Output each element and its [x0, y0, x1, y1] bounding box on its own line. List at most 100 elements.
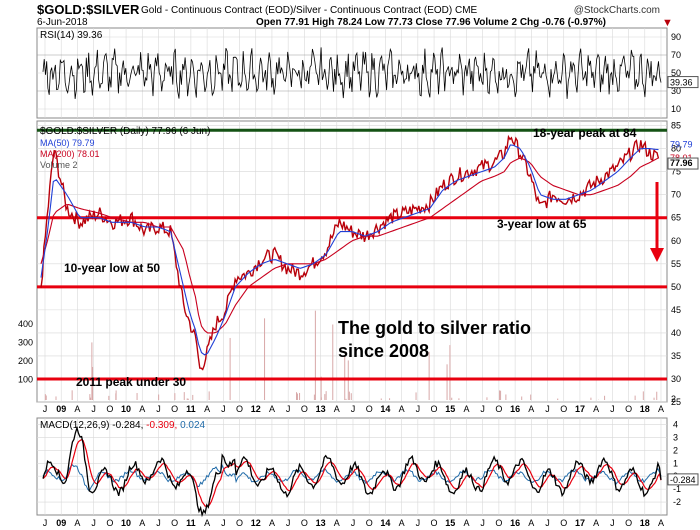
x-tick-label: A — [334, 404, 340, 414]
price-current-label: 79.79 — [670, 140, 693, 150]
price-axis-tick: 30 — [671, 374, 681, 384]
x-tick-label-bottom: J — [221, 518, 226, 528]
price-axis-tick: 75 — [671, 167, 681, 177]
rsi-axis-tick: 50 — [671, 68, 681, 78]
x-tick-label: O — [236, 404, 243, 414]
macd-hist-value: 0.024 — [180, 420, 205, 431]
x-tick-label: J — [545, 404, 550, 414]
x-tick-label-bottom: 10 — [121, 518, 131, 528]
x-tick-label: 18 — [640, 404, 650, 414]
x-tick-label: J — [610, 404, 615, 414]
x-tick-label-bottom: 18 — [640, 518, 650, 528]
x-tick-label-bottom: O — [236, 518, 243, 528]
x-tick-label: 09 — [56, 404, 66, 414]
price-axis-tick: 85 — [671, 121, 681, 131]
x-tick-label-bottom: A — [74, 518, 80, 528]
rsi-line — [42, 47, 662, 99]
chart-date: 6-Jun-2018 — [37, 17, 88, 28]
x-tick-label: O — [366, 404, 373, 414]
annotation-lines — [37, 128, 667, 381]
chart-description: Gold - Continuous Contract (EOD)/Silver … — [141, 5, 478, 16]
macd-signal-line — [42, 438, 662, 507]
x-tick-label-bottom: 12 — [251, 518, 261, 528]
macd-current-box — [667, 473, 699, 486]
macd-axis-tick: 2 — [673, 445, 678, 455]
chart-symbol: $GOLD:$SILVER — [37, 2, 140, 17]
price-axis-tick: 80 — [671, 144, 681, 154]
x-tick-label: J — [286, 404, 291, 414]
legend-volume: Volume 2 — [40, 160, 78, 170]
x-tick-label-bottom: O — [495, 518, 502, 528]
x-tick-label-bottom: O — [366, 518, 373, 528]
x-tick-label: J — [221, 404, 226, 414]
volume-axis-tick: 300 — [18, 338, 33, 348]
x-tick-label: A — [139, 404, 145, 414]
macd-axis-tick: 3 — [673, 432, 678, 442]
legend-price: $GOLD:$SILVER (Daily) 77.96 (6 Jun) — [40, 126, 210, 137]
x-tick-label: J — [416, 404, 421, 414]
x-tick-label: J — [480, 404, 485, 414]
x-tick-label: O — [495, 404, 502, 414]
macd-line — [42, 425, 662, 518]
x-tick-label: A — [269, 404, 275, 414]
x-tick-label-bottom: J — [286, 518, 291, 528]
price-axis-tick: 35 — [671, 351, 681, 361]
legend-ma50: MA(50) 79.79 — [40, 138, 95, 148]
price-axis-tick: 70 — [671, 190, 681, 200]
x-tick-label: 15 — [445, 404, 455, 414]
x-tick-label-bottom: O — [625, 518, 632, 528]
rsi-axis-tick: 30 — [671, 86, 681, 96]
price-current-box — [667, 157, 699, 170]
x-tick-label-bottom: A — [334, 518, 340, 528]
x-tick-label: O — [625, 404, 632, 414]
x-tick-label: A — [463, 404, 469, 414]
rsi-axis-tick: 90 — [671, 32, 681, 42]
x-tick-label-bottom: J — [43, 518, 48, 528]
volume-axis-tick: 200 — [18, 356, 33, 366]
down-trend-arrow — [650, 182, 664, 262]
macd-axis-tick: 1 — [673, 458, 678, 468]
x-tick-label: O — [431, 404, 438, 414]
price-axis-bottom-label: 2 — [671, 394, 676, 404]
x-tick-label: 11 — [186, 404, 196, 414]
x-tick-label-bottom: A — [593, 518, 599, 528]
annotation-3yr-low-label: 3-year low at 65 — [497, 217, 587, 231]
x-tick-label: A — [593, 404, 599, 414]
x-tick-label: J — [43, 404, 48, 414]
x-tick-label-bottom: 13 — [316, 518, 326, 528]
x-tick-label-bottom: J — [480, 518, 485, 528]
price-legend: $GOLD:$SILVER (Daily) 77.96 (6 Jun) MA(5… — [40, 126, 210, 170]
x-tick-label: J — [91, 404, 96, 414]
macd-series — [42, 425, 662, 518]
axis-labels: JJ0909AAJJOO1010AAJJOO1111AAJJOO1212AAJJ… — [18, 32, 699, 528]
chart-title-line2: since 2008 — [338, 341, 429, 361]
x-tick-label-bottom: J — [416, 518, 421, 528]
x-tick-label-bottom: A — [269, 518, 275, 528]
volume-bars — [44, 310, 658, 400]
price-axis-tick: 60 — [671, 236, 681, 246]
x-tick-label-bottom: J — [91, 518, 96, 528]
x-tick-label: A — [658, 404, 664, 414]
x-tick-label-bottom: A — [528, 518, 534, 528]
rsi-current-box — [667, 76, 699, 89]
chart-title-line1: The gold to silver ratio — [338, 318, 531, 338]
x-tick-label-bottom: O — [171, 518, 178, 528]
rsi-current-label: 39.36 — [670, 78, 693, 88]
x-tick-label-bottom: O — [106, 518, 113, 528]
rsi-axis-tick: 70 — [671, 50, 681, 60]
rsi-series — [42, 47, 662, 99]
annotation-10yr-low-label: 10-year low at 50 — [64, 261, 160, 275]
price-current-label: 77.96 — [670, 158, 693, 168]
price-line — [40, 134, 660, 371]
x-tick-label: 10 — [121, 404, 131, 414]
x-tick-label: 16 — [510, 404, 520, 414]
x-tick-label-bottom: J — [156, 518, 161, 528]
x-tick-label-bottom: O — [301, 518, 308, 528]
macd-axis-tick: -2 — [673, 497, 681, 507]
x-tick-label: A — [204, 404, 210, 414]
annotation-peak-label: 18-year peak at 84 — [533, 126, 637, 140]
x-tick-label: O — [560, 404, 567, 414]
macd-current-label: -0.284 — [670, 475, 696, 485]
price-axis-tick: 65 — [671, 213, 681, 223]
